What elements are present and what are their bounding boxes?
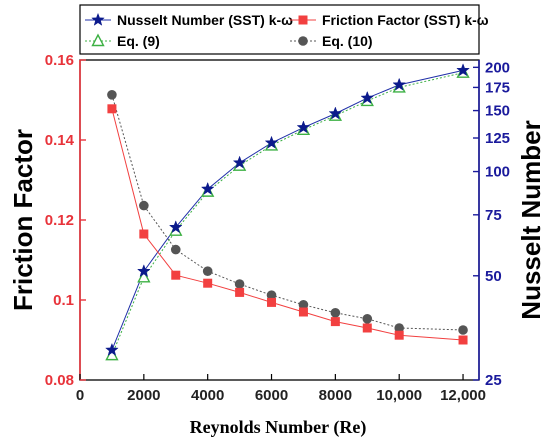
right-tick-label: 75 <box>485 207 502 224</box>
left-tick-label: 0.16 <box>45 52 74 69</box>
data-point <box>264 135 279 149</box>
data-point <box>139 200 149 211</box>
series-layer <box>105 63 470 361</box>
data-point <box>202 266 213 277</box>
series-markers-0 <box>105 63 470 356</box>
left-axis-ticks: 0.08 0.1 0.12 0.14 0.16 <box>45 52 86 389</box>
x-tick-label: 6000 <box>255 387 288 404</box>
data-point <box>328 106 343 120</box>
data-point <box>458 325 468 335</box>
legend-swatch-marker <box>298 36 308 46</box>
data-point <box>298 300 309 310</box>
data-point <box>298 15 308 25</box>
legend-entry-3: Eq. (10) <box>290 33 373 49</box>
data-point <box>298 36 308 46</box>
legend-swatch-marker <box>91 12 105 26</box>
data-point <box>168 220 183 234</box>
right-tick-label: 200 <box>485 59 510 76</box>
data-point <box>203 278 213 288</box>
data-point <box>360 90 375 104</box>
data-point <box>298 307 308 317</box>
legend-label: Eq. (9) <box>117 33 160 49</box>
data-point <box>232 155 247 169</box>
data-point <box>362 323 372 333</box>
data-point <box>170 244 181 255</box>
left-tick-label: 0.08 <box>45 372 74 389</box>
x-tick-label: 12,000 <box>440 387 486 404</box>
legend-entry-1: Friction Factor (SST) k-ω <box>290 12 489 28</box>
series-markers-1 <box>107 104 468 345</box>
right-tick-label: 125 <box>485 130 510 147</box>
right-tick-label: 150 <box>485 103 510 120</box>
data-point <box>330 308 341 318</box>
legend: Nusselt Number (SST) k-ω Friction Factor… <box>79 4 489 55</box>
x-tick-label: 0 <box>76 387 84 404</box>
legend-swatch-marker <box>91 33 105 47</box>
data-point <box>394 323 405 333</box>
data-point <box>362 314 373 324</box>
data-point <box>91 33 105 47</box>
x-tick-label: 2000 <box>127 387 160 404</box>
legend-label: Nusselt Number (SST) k-ω <box>117 12 293 28</box>
data-point <box>91 12 105 26</box>
legend-entry-2: Eq. (9) <box>85 33 160 49</box>
right-axis-label: Nusselt Number <box>516 120 546 319</box>
data-point <box>296 120 311 134</box>
right-tick-label: 100 <box>485 164 510 181</box>
right-tick-label: 175 <box>485 79 510 96</box>
data-point <box>137 269 151 283</box>
right-axis-ticks: 25 50 75 100 125 150 175 200 <box>473 59 510 389</box>
data-point <box>105 342 119 356</box>
data-point <box>458 335 468 345</box>
data-point <box>394 330 404 340</box>
x-tick-label: 10,000 <box>376 387 422 404</box>
left-axis-label: Friction Factor <box>8 129 38 311</box>
left-tick-label: 0.14 <box>45 132 75 149</box>
x-axis-label: Reynolds Number (Re) <box>190 417 367 438</box>
data-point <box>235 287 245 297</box>
data-point <box>107 104 117 114</box>
legend-label: Eq. (10) <box>322 33 373 49</box>
legend-label: Friction Factor (SST) k-ω <box>322 12 489 28</box>
data-point <box>330 317 340 327</box>
legend-box <box>79 4 480 55</box>
data-point <box>171 270 181 280</box>
data-point <box>234 279 245 289</box>
x-tick-label: 8000 <box>319 387 352 404</box>
data-point <box>267 297 277 307</box>
data-point <box>456 63 470 77</box>
series-markers-3 <box>107 90 468 335</box>
data-point <box>266 290 277 301</box>
x-tick-label: 4000 <box>191 387 224 404</box>
x-axis-ticks: 0 2000 4000 6000 8000 10,000 12,000 <box>76 374 486 404</box>
legend-entry-0: Nusselt Number (SST) k-ω <box>85 12 293 28</box>
data-point <box>107 90 117 100</box>
right-tick-label: 25 <box>485 372 502 389</box>
data-point <box>200 181 215 195</box>
left-tick-label: 0.12 <box>45 212 74 229</box>
right-tick-label: 50 <box>485 268 502 285</box>
data-point <box>392 77 407 91</box>
data-point <box>139 229 149 239</box>
data-point <box>136 264 151 278</box>
legend-swatch-marker <box>298 15 308 25</box>
left-tick-label: 0.1 <box>53 292 74 309</box>
